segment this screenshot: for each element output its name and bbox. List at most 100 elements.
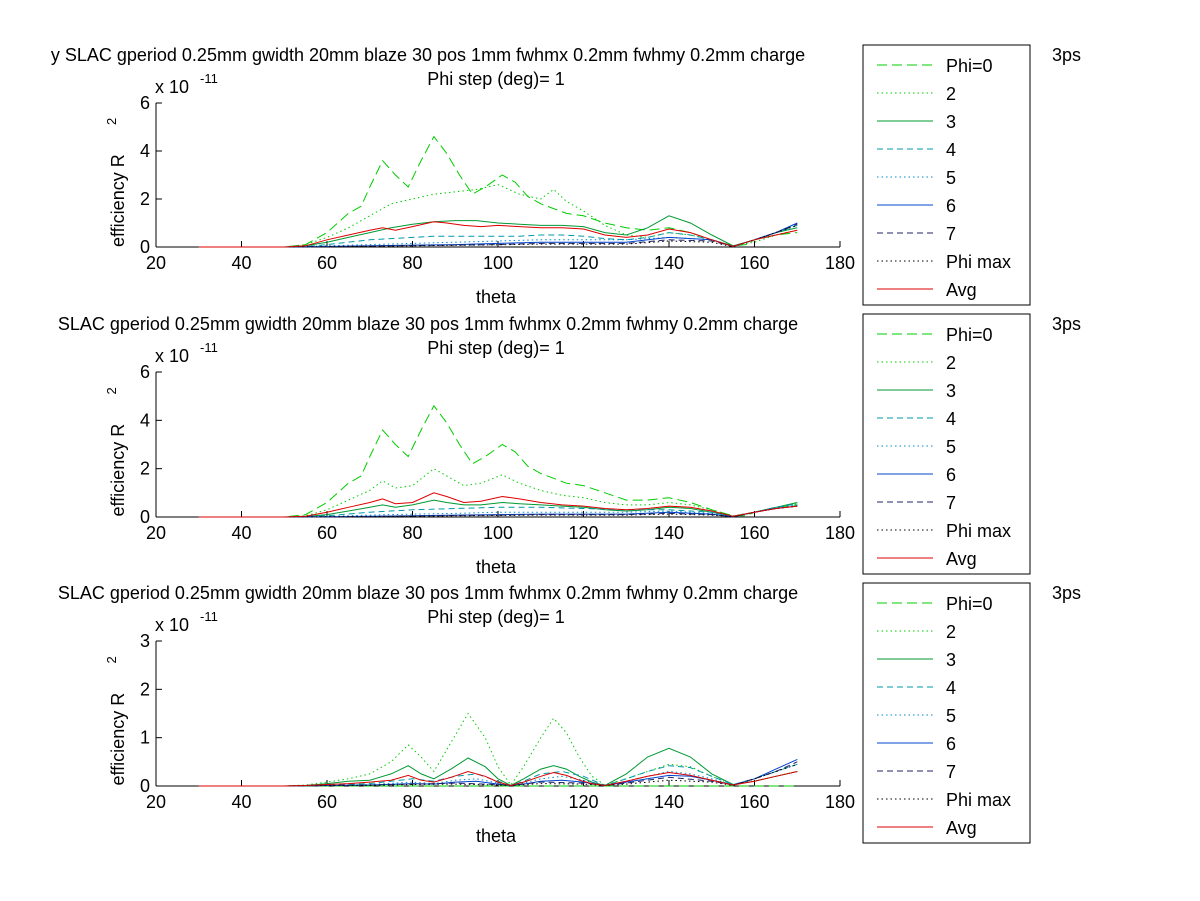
legend-box (862, 582, 1031, 844)
chart-title-suffix: 3ps (1052, 314, 1081, 334)
y-tick-label: 3 (140, 631, 150, 651)
series-line-2 (198, 184, 798, 248)
x-tick-label: 20 (146, 523, 166, 543)
x-tick-label: 60 (317, 792, 337, 812)
legend-entry: 5 (946, 168, 956, 188)
legend-entry: Phi max (946, 790, 1011, 810)
x-tick-label: 60 (317, 523, 337, 543)
series-line-3 (198, 747, 798, 787)
series-line-3 (198, 499, 798, 518)
subplot-1: y SLAC gperiod 0.25mm gwidth 20mm blaze … (51, 44, 1081, 307)
y-axis-label: efficiency R (108, 424, 128, 517)
exponent-superscript: -11 (200, 71, 218, 86)
legend-entry: 6 (946, 196, 956, 216)
chart-title: SLAC gperiod 0.25mm gwidth 20mm blaze 30… (58, 583, 798, 603)
series-line-3 (198, 215, 798, 248)
x-tick-label: 20 (146, 792, 166, 812)
legend-entry: 4 (946, 140, 956, 160)
legend-entry: 4 (946, 409, 956, 429)
series-line-9 (198, 492, 798, 518)
x-tick-label: 20 (146, 253, 166, 273)
legend-box (862, 44, 1031, 306)
legend-entry: 5 (946, 706, 956, 726)
legend: Phi=0 2 3 4 5 6 7 Phi max Avg (862, 44, 1031, 306)
series-line-2 (198, 712, 798, 787)
legend-entry: 3 (946, 112, 956, 132)
series-line-6 (198, 222, 798, 248)
chart-title-suffix: 3ps (1052, 45, 1081, 65)
x-tick-label: 60 (317, 253, 337, 273)
chart-subtitle: Phi step (deg)= 1 (427, 338, 565, 358)
series-line-9 (198, 221, 798, 248)
legend: Phi=0 2 3 4 5 6 7 Phi max Avg (862, 582, 1031, 844)
legend-entry: 2 (946, 353, 956, 373)
x-axis-label: theta (476, 557, 517, 577)
legend-entry: 7 (946, 493, 956, 513)
x-tick-label: 40 (231, 792, 251, 812)
legend: Phi=0 2 3 4 5 6 7 Phi max Avg (862, 313, 1031, 575)
legend-entry: 3 (946, 381, 956, 401)
x-tick-label: 80 (402, 523, 422, 543)
x-tick-label: 80 (402, 253, 422, 273)
x-tick-label: 40 (231, 523, 251, 543)
y-tick-label: 0 (140, 507, 150, 527)
exponent-superscript: -11 (200, 609, 218, 624)
x-tick-label: 120 (568, 792, 598, 812)
legend-entry: 4 (946, 678, 956, 698)
exponent-label: x 10 (155, 346, 189, 366)
y-axis-label-superscript: 2 (104, 387, 119, 394)
chart-subtitle: Phi step (deg)= 1 (427, 607, 565, 627)
legend-entry: 2 (946, 84, 956, 104)
x-tick-label: 100 (483, 523, 513, 543)
legend-entry: 7 (946, 762, 956, 782)
y-axis-label-superscript: 2 (104, 118, 119, 125)
x-tick-label: 80 (402, 792, 422, 812)
x-axis-label: theta (476, 287, 517, 307)
legend-entry: Phi max (946, 252, 1011, 272)
series-line-8 (198, 224, 798, 248)
x-tick-label: 180 (825, 792, 855, 812)
legend-entry: Avg (946, 818, 977, 838)
legend-entry: Phi=0 (946, 594, 993, 614)
x-axis-label: theta (476, 826, 517, 846)
series-line-4 (198, 224, 798, 248)
x-tick-label: 40 (231, 253, 251, 273)
x-tick-label: 100 (483, 792, 513, 812)
x-tick-label: 160 (739, 523, 769, 543)
chart-title: SLAC gperiod 0.25mm gwidth 20mm blaze 30… (58, 314, 798, 334)
legend-entry: Phi=0 (946, 325, 993, 345)
legend-entry: 2 (946, 622, 956, 642)
legend-entry: 6 (946, 465, 956, 485)
subplot-2: SLAC gperiod 0.25mm gwidth 20mm blaze 30… (58, 313, 1081, 577)
chart-subtitle: Phi step (deg)= 1 (427, 69, 565, 89)
x-tick-label: 120 (568, 523, 598, 543)
x-tick-label: 140 (654, 523, 684, 543)
series-line-9 (198, 770, 798, 787)
y-tick-label: 2 (140, 679, 150, 699)
x-tick-label: 140 (654, 253, 684, 273)
x-tick-label: 100 (483, 253, 513, 273)
y-tick-label: 2 (140, 189, 150, 209)
legend-entry: 5 (946, 437, 956, 457)
y-axis-label: efficiency R (108, 693, 128, 786)
exponent-label: x 10 (155, 615, 189, 635)
chart-title: y SLAC gperiod 0.25mm gwidth 20mm blaze … (51, 45, 805, 65)
legend-entry: Avg (946, 280, 977, 300)
y-tick-label: 0 (140, 237, 150, 257)
x-tick-label: 160 (739, 253, 769, 273)
x-tick-label: 140 (654, 792, 684, 812)
legend-entry: Avg (946, 549, 977, 569)
exponent-label: x 10 (155, 77, 189, 97)
series-line-2 (198, 468, 798, 518)
legend-entry: Phi max (946, 521, 1011, 541)
y-tick-label: 2 (140, 459, 150, 479)
series-line-8 (198, 505, 798, 518)
chart-title-suffix: 3ps (1052, 583, 1081, 603)
series-line-8 (198, 763, 798, 787)
legend-box (862, 313, 1031, 575)
y-tick-label: 6 (140, 362, 150, 382)
x-tick-label: 120 (568, 253, 598, 273)
subplot-3: SLAC gperiod 0.25mm gwidth 20mm blaze 30… (58, 582, 1081, 846)
y-tick-label: 6 (140, 93, 150, 113)
